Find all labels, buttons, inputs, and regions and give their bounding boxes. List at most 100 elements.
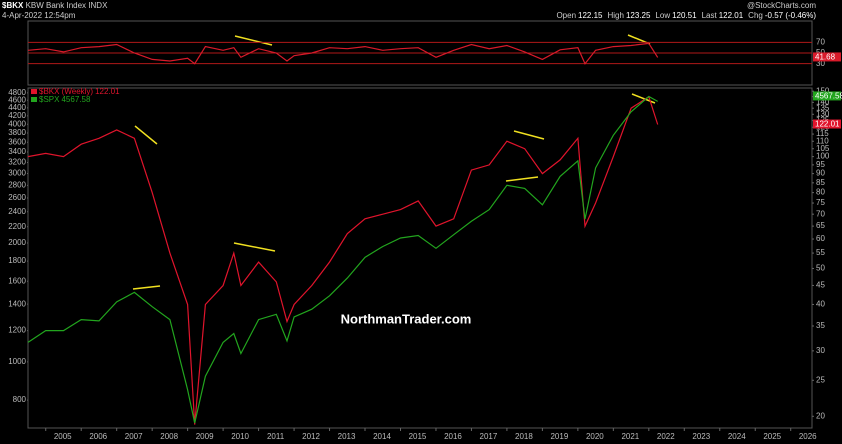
x-tick-label: 2007 — [125, 432, 143, 441]
y-tick-label: 1800 — [8, 256, 26, 265]
y2-tick-label: 30 — [816, 346, 825, 355]
y2-tick-label: 70 — [816, 209, 825, 218]
legend-label: $BKX (Weekly) — [39, 87, 93, 96]
legend-swatch — [31, 97, 37, 102]
x-tick-label: 2025 — [763, 432, 781, 441]
y-tick-label: 3400 — [8, 147, 26, 156]
quote-value: 120.51 — [672, 11, 697, 20]
legend-label: $SPX — [39, 95, 60, 104]
value-tag — [813, 52, 841, 62]
trend-line — [233, 242, 276, 252]
trend-line — [631, 93, 656, 104]
y2-tick-label: 105 — [816, 144, 830, 153]
quote-value: 122.01 — [718, 11, 744, 20]
y2-tick-label: 100 — [816, 152, 830, 161]
y-tick-label: 4600 — [8, 95, 26, 104]
y-tick-label: 70 — [816, 37, 825, 46]
y2-tick-label: 35 — [816, 321, 825, 330]
y2-tick-label: 60 — [816, 234, 825, 243]
x-tick-label: 2014 — [373, 432, 391, 441]
y-tick-label: 1400 — [8, 299, 26, 308]
y2-tick-label: 85 — [816, 178, 825, 187]
quote-value: -0.57 (-0.46%) — [764, 11, 816, 20]
date: 4-Apr-2022 12:54pm — [2, 11, 76, 20]
y2-tick-label: 95 — [816, 160, 825, 169]
series-line — [27, 95, 659, 425]
x-tick-label: 2016 — [444, 432, 462, 441]
value-tag — [813, 119, 841, 129]
y2-tick-label: 135 — [816, 103, 830, 112]
x-tick-label: 2020 — [586, 432, 604, 441]
legend-value: 4567.58 — [61, 95, 90, 104]
series-line — [27, 95, 658, 424]
exchange: INDX — [88, 1, 108, 10]
y2-tick-label: 75 — [816, 198, 825, 207]
y-tick-label: 3000 — [8, 169, 26, 178]
y-tick-label: 2200 — [8, 222, 26, 231]
value-tag-label: 41.68 — [815, 53, 836, 62]
value-tag — [813, 91, 841, 101]
value-tag-label: 122.01 — [815, 120, 840, 129]
y2-tick-label: 45 — [816, 281, 825, 290]
index-name: KBW Bank Index — [25, 1, 87, 10]
quote-label: Chg — [748, 11, 763, 20]
x-tick-label: 2026 — [799, 432, 817, 441]
watermark: NorthmanTrader.com — [341, 311, 472, 326]
x-tick-label: 2005 — [54, 432, 72, 441]
quote-value: 122.15 — [578, 11, 603, 20]
y2-tick-label: 90 — [816, 169, 825, 178]
y-tick-label: 2000 — [8, 238, 26, 247]
x-tick-label: 2010 — [231, 432, 249, 441]
x-tick-label: 2009 — [196, 432, 214, 441]
series-line — [27, 42, 659, 65]
quote-label: Last — [701, 11, 717, 20]
symbol: $BKX — [2, 1, 24, 10]
y-tick-label: 1600 — [8, 276, 26, 285]
x-tick-label: 2024 — [728, 432, 746, 441]
y-tick-label: 4400 — [8, 103, 26, 112]
x-tick-label: 2008 — [160, 432, 178, 441]
y-tick-label: 2400 — [8, 207, 26, 216]
value-tag-label: 4567.58 — [815, 92, 842, 101]
x-tick-label: 2021 — [621, 432, 639, 441]
y2-tick-label: 150 — [816, 86, 830, 95]
y2-tick-label: 55 — [816, 248, 825, 257]
y2-tick-label: 40 — [816, 300, 825, 309]
y-tick-label: 2600 — [8, 193, 26, 202]
x-tick-label: 2015 — [409, 432, 427, 441]
trend-line — [132, 285, 161, 290]
legend-value: 122.01 — [95, 87, 120, 96]
legend-swatch — [31, 89, 37, 94]
x-tick-label: 2011 — [267, 432, 285, 441]
x-tick-label: 2006 — [89, 432, 107, 441]
trend-line — [513, 130, 545, 140]
quote-label: High — [607, 11, 624, 20]
source: @StockCharts.com — [746, 1, 816, 10]
y2-tick-label: 80 — [816, 188, 825, 197]
y-tick-label: 3200 — [8, 158, 26, 167]
y2-tick-label: 140 — [816, 97, 830, 106]
y2-tick-label: 110 — [816, 136, 829, 145]
quote-row: Open 122.15 High 123.25 Low 120.51 Last 122.01 C… — [551, 11, 816, 20]
trend-line — [134, 125, 158, 145]
x-tick-label: 2022 — [657, 432, 675, 441]
y2-tick-label: 25 — [816, 375, 825, 384]
y-tick-label: 2800 — [8, 180, 26, 189]
y-tick-label: 30 — [816, 59, 825, 68]
x-tick-label: 2013 — [338, 432, 356, 441]
y2-tick-label: 115 — [816, 129, 829, 138]
x-tick-label: 2018 — [515, 432, 533, 441]
quote-value: 123.25 — [625, 11, 651, 20]
trend-line — [234, 35, 273, 46]
y2-tick-label: 65 — [816, 221, 825, 230]
y2-tick-label: 130 — [816, 109, 830, 118]
quote-label: Open — [556, 11, 577, 20]
y2-tick-label: 20 — [816, 411, 825, 420]
y-tick-label: 1000 — [8, 357, 26, 366]
x-tick-label: 2012 — [302, 432, 320, 441]
y-tick-label: 4200 — [8, 111, 26, 120]
x-tick-label: 2019 — [550, 432, 568, 441]
quote-label: Low — [655, 11, 671, 20]
